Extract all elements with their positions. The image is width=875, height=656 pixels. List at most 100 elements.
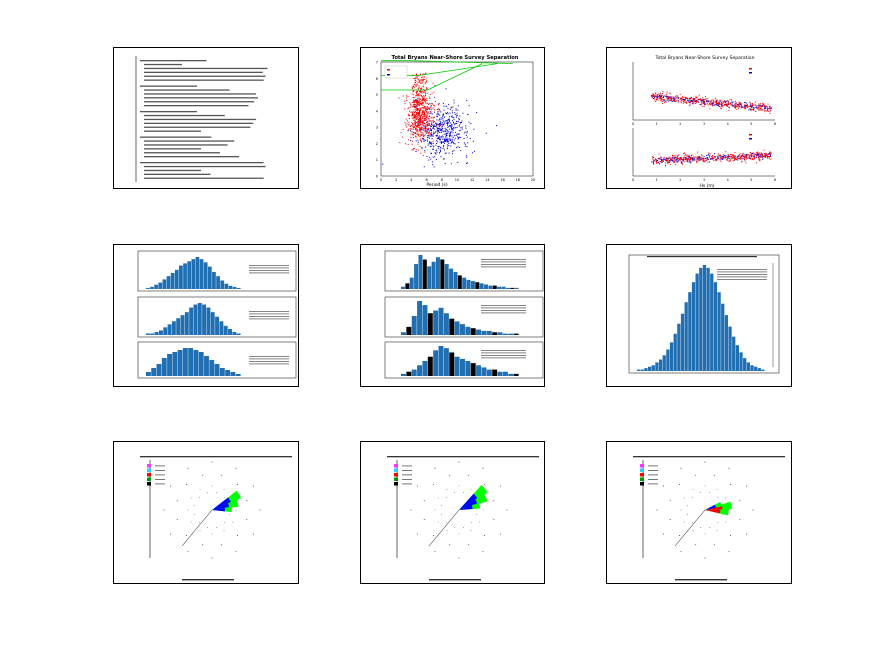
- data-point: [751, 105, 753, 107]
- data-point: [428, 116, 430, 118]
- data-point: [746, 105, 748, 107]
- data-point: [435, 123, 437, 125]
- data-point: [746, 155, 748, 157]
- polar-grid-dot: [246, 518, 248, 520]
- data-point: [675, 154, 677, 156]
- data-point: [465, 127, 467, 129]
- legend-text-line: [249, 358, 289, 360]
- data-point: [713, 153, 715, 155]
- histogram-bar: [219, 368, 225, 376]
- data-point: [418, 124, 420, 126]
- data-point: [671, 159, 673, 161]
- data-point: [414, 110, 416, 112]
- data-point: [423, 128, 425, 130]
- data-point: [418, 85, 420, 87]
- data-point: [440, 111, 442, 113]
- data-point: [428, 108, 430, 110]
- data-point: [416, 92, 418, 94]
- data-point: [673, 159, 675, 161]
- data-point: [764, 111, 766, 113]
- data-point: [662, 96, 664, 98]
- data-point: [737, 104, 739, 106]
- histogram-bar: [492, 285, 497, 289]
- data-point: [694, 99, 696, 101]
- data-point: [467, 162, 469, 164]
- histogram-bar: [166, 276, 171, 289]
- data-point: [419, 118, 421, 120]
- data-point: [734, 101, 736, 103]
- legend-label-line: [648, 474, 658, 476]
- data-point: [733, 155, 735, 157]
- data-point: [445, 152, 447, 154]
- data-point: [668, 161, 670, 163]
- data-point: [450, 141, 452, 143]
- data-point: [402, 128, 404, 130]
- data-point: [430, 135, 432, 137]
- data-point: [742, 153, 744, 155]
- data-point: [412, 123, 414, 125]
- histogram-bar: [156, 364, 162, 376]
- data-point: [427, 123, 429, 125]
- data-point: [400, 132, 402, 134]
- legend-swatch: [147, 482, 151, 486]
- data-point: [713, 103, 715, 105]
- data-point: [695, 95, 697, 97]
- data-point: [421, 120, 423, 122]
- data-point: [430, 117, 432, 119]
- data-point: [418, 98, 420, 100]
- data-point: [677, 159, 679, 161]
- histogram-bar: [466, 279, 471, 289]
- legend-label-line: [648, 479, 658, 480]
- data-point: [744, 157, 746, 159]
- legend-text-line: [481, 357, 526, 359]
- data-point: [740, 155, 742, 157]
- data-point: [428, 132, 430, 134]
- data-point: [749, 101, 751, 103]
- data-point: [728, 106, 730, 108]
- data-point: [703, 101, 705, 103]
- data-point: [663, 159, 665, 161]
- polar-grid-dot: [713, 474, 715, 476]
- data-point: [436, 124, 438, 126]
- data-point: [446, 121, 448, 123]
- data-point: [427, 122, 429, 124]
- data-point: [428, 137, 430, 139]
- data-point: [674, 101, 676, 103]
- data-point: [442, 124, 444, 126]
- data-point: [414, 116, 416, 118]
- data-point: [661, 160, 663, 162]
- data-point: [466, 156, 468, 158]
- data-point: [767, 154, 769, 156]
- data-point: [412, 86, 414, 88]
- data-point: [435, 134, 437, 136]
- data-point: [720, 102, 722, 104]
- data-point: [431, 135, 433, 137]
- data-point: [732, 154, 734, 156]
- legend-text-line: [481, 312, 526, 314]
- data-point: [679, 158, 681, 160]
- data-point: [443, 131, 445, 133]
- data-point: [721, 158, 723, 160]
- data-point: [448, 134, 450, 136]
- data-point: [677, 100, 679, 102]
- data-point: [466, 146, 468, 148]
- data-point: [652, 158, 654, 160]
- data-point: [460, 122, 462, 124]
- histogram-bar: [486, 330, 492, 335]
- data-point: [711, 99, 713, 101]
- polar-grid-dot: [680, 551, 682, 553]
- data-point: [445, 88, 447, 90]
- data-point: [415, 149, 417, 151]
- data-point: [740, 103, 742, 105]
- y-tick-label: 6: [376, 77, 378, 81]
- data-point: [417, 130, 419, 132]
- polar-grid-dot: [169, 533, 171, 535]
- data-point: [458, 130, 460, 132]
- data-point: [431, 103, 433, 105]
- polar-grid-dot: [445, 496, 447, 498]
- data-point: [417, 118, 419, 120]
- data-point: [453, 139, 455, 141]
- data-point: [658, 97, 660, 99]
- data-point: [660, 96, 662, 98]
- data-point: [761, 153, 763, 155]
